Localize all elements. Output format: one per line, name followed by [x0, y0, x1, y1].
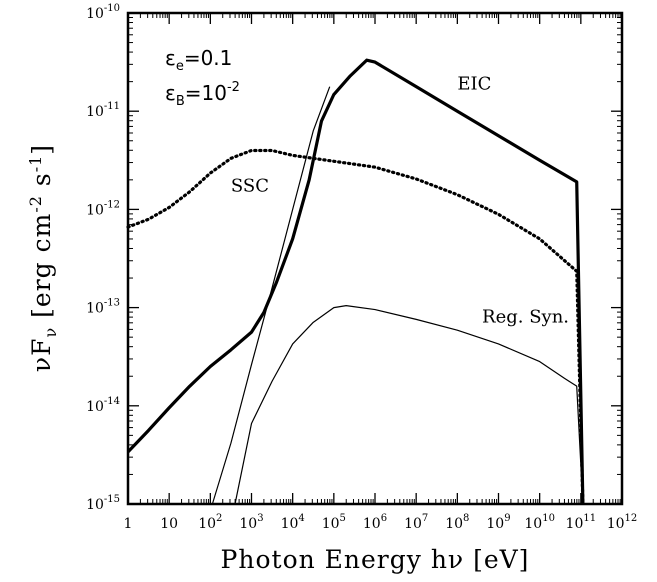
- x-tick-label-exp: 2: [216, 513, 222, 524]
- x-tick-label: 1012: [607, 513, 638, 532]
- x-tick-label: 108: [445, 513, 469, 532]
- x-tick-label-base: 10: [198, 516, 216, 532]
- y-tick-label-base: 10: [86, 202, 104, 218]
- ylabel-units-open: [erg cm: [27, 213, 56, 327]
- x-tick-label: 1010: [524, 513, 555, 532]
- x-tick-label: 10: [160, 516, 178, 532]
- y-axis-title: νFν [erg cm-2 s-1]: [26, 144, 60, 372]
- x-tick-label: 102: [198, 513, 222, 532]
- ylabel-sup-2: -2: [26, 195, 45, 213]
- annotation-ssc: SSC: [231, 176, 269, 197]
- x-tick-label-base: 10: [322, 516, 340, 532]
- y-tick-label-base: 10: [86, 399, 104, 415]
- x-tick-label-exp: 8: [463, 513, 469, 524]
- x-tick-label: 103: [239, 513, 263, 532]
- x-tick-label: 105: [322, 513, 346, 532]
- y-tick-label: 10-13: [86, 298, 120, 317]
- series-line-ssc: [126, 148, 585, 506]
- y-tick-label-exp: -10: [104, 3, 120, 14]
- y-tick-label: 10-11: [86, 101, 120, 120]
- x-tick-label-exp: 10: [542, 513, 555, 524]
- curve-labels: EIC SSC Reg. Syn.: [231, 74, 569, 328]
- curves-layer: [126, 58, 585, 506]
- x-tick-label: 107: [404, 513, 428, 532]
- axis-ticks: [127, 12, 623, 505]
- ylabel-s: s: [27, 172, 56, 195]
- parameter-labels: εe=0.1εB=10-2: [165, 46, 240, 109]
- x-tick-label-base: 10: [445, 516, 463, 532]
- series-line-eic: [126, 58, 585, 505]
- param-value: =10: [185, 81, 227, 105]
- x-tick-label: 1: [124, 516, 133, 532]
- y-tick-label: 10-10: [86, 3, 120, 22]
- y-tick-label-exp: -15: [104, 494, 120, 505]
- ylabel-nu: νF: [27, 338, 56, 373]
- ylabel-sub-nu: ν: [41, 327, 60, 338]
- param-subscript: e: [176, 59, 184, 74]
- x-tick-label-exp: 5: [340, 513, 346, 524]
- param-value: =0.1: [184, 46, 233, 70]
- param-epsilon-b: εB=10-2: [165, 80, 240, 109]
- y-tick-label-base: 10: [86, 6, 104, 22]
- x-tick-label-exp: 11: [583, 513, 596, 524]
- ylabel-sup-1: -1: [26, 155, 45, 173]
- y-tick-label-base: 10: [86, 301, 104, 317]
- y-tick-label-base: 10: [86, 104, 104, 120]
- param-subscript: B: [176, 94, 185, 109]
- param-superscript: -2: [227, 80, 240, 95]
- series-line-reg-syn: [234, 305, 584, 505]
- x-tick-label-base: 10: [524, 516, 542, 532]
- series-line-component-3: [211, 86, 331, 505]
- ylabel-close: ]: [27, 144, 56, 155]
- param-symbol: ε: [165, 81, 176, 105]
- x-tick-label-exp: 3: [257, 513, 263, 524]
- x-tick-labels: 1 10 102 103 104 105 106 107 108 109 1010 1011 1012: [124, 513, 638, 532]
- x-tick-label-exp: 12: [625, 513, 638, 524]
- param-symbol: ε: [165, 46, 176, 70]
- x-tick-label-base: 10: [486, 516, 504, 532]
- x-tick-label-exp: 6: [381, 513, 387, 524]
- y-tick-label: 10-14: [86, 396, 120, 415]
- param-epsilon-e: εe=0.1: [165, 46, 232, 74]
- x-tick-label-base: 10: [607, 516, 625, 532]
- x-tick-label-exp: 4: [298, 513, 304, 524]
- annotation-reg-syn: Reg. Syn.: [482, 306, 569, 327]
- x-tick-label: 106: [363, 513, 387, 532]
- annotation-eic: EIC: [457, 74, 491, 95]
- x-tick-label-base: 10: [404, 516, 422, 532]
- x-tick-label-base: 10: [239, 516, 257, 532]
- y-tick-label: 10-12: [86, 199, 120, 218]
- x-tick-label-base: 10: [566, 516, 584, 532]
- y-tick-label-base: 10: [86, 497, 104, 513]
- x-axis-title: Photon Energy hν [eV]: [221, 545, 530, 574]
- x-tick-label: 1011: [566, 513, 597, 532]
- x-tick-label: 109: [486, 513, 510, 532]
- y-tick-label-exp: -14: [104, 396, 120, 407]
- y-tick-label: 10-15: [86, 494, 120, 513]
- y-tick-label-exp: -13: [104, 298, 120, 309]
- x-tick-label-exp: 9: [504, 513, 510, 524]
- y-tick-label-exp: -11: [104, 101, 120, 112]
- y-tick-label-exp: -12: [104, 199, 120, 210]
- x-tick-label: 104: [281, 513, 305, 532]
- x-tick-label-base: 10: [363, 516, 381, 532]
- x-tick-label-base: 10: [281, 516, 299, 532]
- x-tick-label-exp: 7: [422, 513, 428, 524]
